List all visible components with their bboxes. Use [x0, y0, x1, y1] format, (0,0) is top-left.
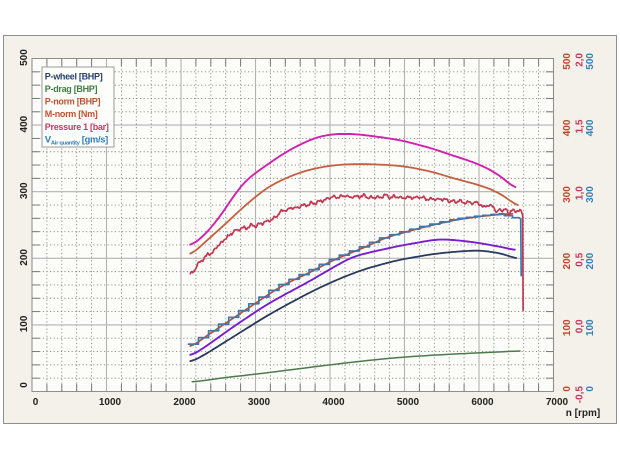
svg-text:500: 500 — [585, 53, 596, 70]
svg-text:400: 400 — [585, 119, 596, 136]
svg-text:2000: 2000 — [173, 397, 196, 408]
svg-text:P-norm [BHP]: P-norm [BHP] — [45, 97, 101, 107]
svg-text:0,0: 0,0 — [575, 319, 586, 333]
svg-text:500: 500 — [562, 53, 573, 70]
svg-text:3000: 3000 — [248, 397, 271, 408]
svg-text:1,0: 1,0 — [575, 186, 586, 200]
svg-text:400: 400 — [19, 115, 30, 132]
svg-text:300: 300 — [562, 186, 573, 203]
svg-text:0: 0 — [19, 382, 30, 388]
svg-text:100: 100 — [585, 319, 596, 336]
svg-text:2,0: 2,0 — [575, 53, 586, 67]
svg-text:-0,5: -0,5 — [575, 386, 586, 404]
svg-text:n [rpm]: n [rpm] — [566, 408, 600, 419]
svg-text:300: 300 — [585, 186, 596, 203]
svg-text:P-wheel [BHP]: P-wheel [BHP] — [45, 71, 103, 81]
svg-text:500: 500 — [19, 49, 30, 66]
svg-text:100: 100 — [562, 319, 573, 336]
svg-text:200: 200 — [562, 252, 573, 269]
svg-text:1,5: 1,5 — [575, 119, 586, 133]
svg-text:6000: 6000 — [471, 397, 494, 408]
svg-text:M-norm [Nm]: M-norm [Nm] — [45, 109, 98, 119]
svg-text:0,5: 0,5 — [575, 252, 586, 266]
svg-text:7000: 7000 — [546, 397, 569, 408]
svg-text:4000: 4000 — [322, 397, 345, 408]
svg-text:5000: 5000 — [397, 397, 420, 408]
svg-text:Pressure 1 [bar]: Pressure 1 [bar] — [45, 122, 109, 132]
svg-text:0: 0 — [33, 397, 39, 408]
svg-text:0: 0 — [585, 386, 596, 392]
svg-text:200: 200 — [585, 252, 596, 269]
svg-text:200: 200 — [19, 249, 30, 266]
svg-text:1000: 1000 — [99, 397, 122, 408]
svg-text:0: 0 — [562, 386, 573, 392]
svg-text:400: 400 — [562, 119, 573, 136]
svg-text:300: 300 — [19, 182, 30, 199]
svg-text:100: 100 — [19, 315, 30, 332]
svg-text:P-drag [BHP]: P-drag [BHP] — [45, 84, 98, 94]
